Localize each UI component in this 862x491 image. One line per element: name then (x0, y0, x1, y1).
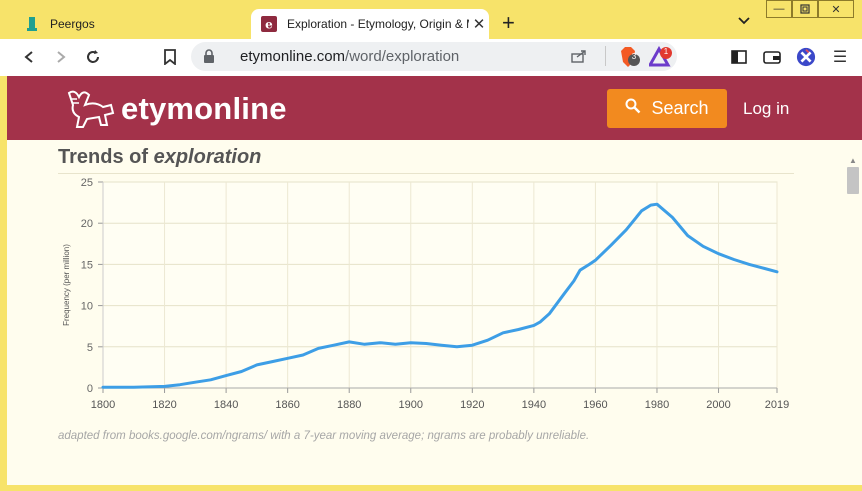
tab-exploration[interactable]: e Exploration - Etymology, Origin & Mean… (251, 9, 489, 39)
tab-strip: Peergos e Exploration - Etymology, Origi… (0, 0, 862, 39)
new-tab-icon[interactable]: + (502, 10, 515, 35)
url-path: /word/exploration (345, 48, 460, 65)
trends-chart: 0 5 10 15 20 25 1800 1820 1840 1860 1880 1900 1920 19… (62, 177, 789, 411)
trends-title-prefix: Trends of (58, 146, 149, 168)
tab-peergos[interactable]: Peergos (14, 9, 244, 39)
maximize-icon[interactable] (792, 0, 818, 18)
lock-icon (203, 49, 215, 68)
login-link[interactable]: Log in (743, 99, 790, 118)
x-tick-label: 1880 (337, 399, 361, 411)
peergos-favicon-icon (24, 16, 40, 32)
trends-word: exploration (153, 146, 262, 168)
y-tick-label: 10 (81, 301, 93, 313)
x-tick-label: 1940 (522, 399, 546, 411)
rewards-count-badge: 1 (663, 47, 669, 56)
griffin-logo-icon[interactable] (65, 87, 117, 134)
extension-icon[interactable] (796, 47, 816, 67)
omnibox-divider (605, 46, 606, 66)
x-tick-label: 1920 (460, 399, 484, 411)
x-tick-label: 1800 (91, 399, 115, 411)
brave-shields-icon[interactable]: 3 (616, 46, 640, 73)
series-line-exploration (101, 202, 779, 389)
y-tick-label: 5 (87, 342, 93, 354)
wallet-icon[interactable] (762, 47, 782, 67)
y-tick-label: 15 (81, 259, 93, 271)
y-tick-label: 25 (81, 177, 93, 189)
title-divider (58, 173, 794, 174)
site-header: etymonline Search Log in (7, 76, 862, 140)
tab-title: Exploration - Etymology, Origin & Meanin… (287, 17, 469, 31)
y-axis-label: Frequency (per million) (62, 244, 71, 326)
svg-text:e: e (265, 18, 273, 32)
bookmark-icon[interactable] (160, 47, 180, 67)
y-tick-label: 0 (87, 383, 93, 395)
minimize-icon[interactable]: — (766, 0, 792, 18)
url-host: etymonline.com (240, 48, 346, 65)
plot-area (102, 181, 778, 389)
x-tick-label: 2019 (765, 399, 789, 411)
sidebar-toggle-icon[interactable] (729, 47, 749, 67)
page-scrollbar[interactable]: ▲ (845, 154, 862, 485)
search-button[interactable]: Search (607, 89, 727, 128)
site-logo[interactable]: etymonline (121, 91, 287, 126)
tab-list-chevron-icon[interactable] (738, 14, 750, 28)
tab-title: Peergos (50, 17, 95, 31)
search-icon (625, 98, 641, 119)
reload-icon[interactable] (83, 47, 103, 67)
page-viewport: etymonline Search Log in Trends of explo… (7, 76, 862, 485)
close-window-icon[interactable]: ✕ (818, 0, 854, 18)
search-label: Search (651, 98, 709, 118)
forward-icon[interactable] (51, 47, 71, 67)
x-tick-label: 1840 (214, 399, 238, 411)
menu-icon[interactable]: ☰ (832, 49, 848, 66)
x-tick-label: 1860 (275, 399, 299, 411)
etymonline-favicon-icon: e (261, 16, 277, 32)
trends-title: Trends of exploration (58, 146, 261, 169)
brave-rewards-icon[interactable]: 1 (647, 45, 673, 73)
x-tick-label: 1900 (399, 399, 423, 411)
x-tick-label: 1960 (583, 399, 607, 411)
url-text: etymonline.com/word/exploration (240, 48, 459, 65)
x-tick-label: 1980 (645, 399, 669, 411)
x-tick-label: 2000 (706, 399, 730, 411)
address-bar[interactable]: etymonline.com/word/exploration 3 1 (191, 42, 677, 71)
close-tab-icon[interactable]: ✕ (472, 16, 486, 33)
scroll-up-icon[interactable]: ▲ (849, 156, 857, 165)
y-tick-label: 20 (81, 218, 93, 230)
scroll-thumb[interactable] (847, 167, 859, 194)
x-tick-label: 1820 (152, 399, 176, 411)
shields-count-badge: 3 (631, 52, 637, 61)
back-icon[interactable] (19, 47, 39, 67)
chart-footnote: adapted from books.google.com/ngrams/ wi… (58, 430, 590, 442)
share-icon[interactable] (571, 49, 587, 68)
